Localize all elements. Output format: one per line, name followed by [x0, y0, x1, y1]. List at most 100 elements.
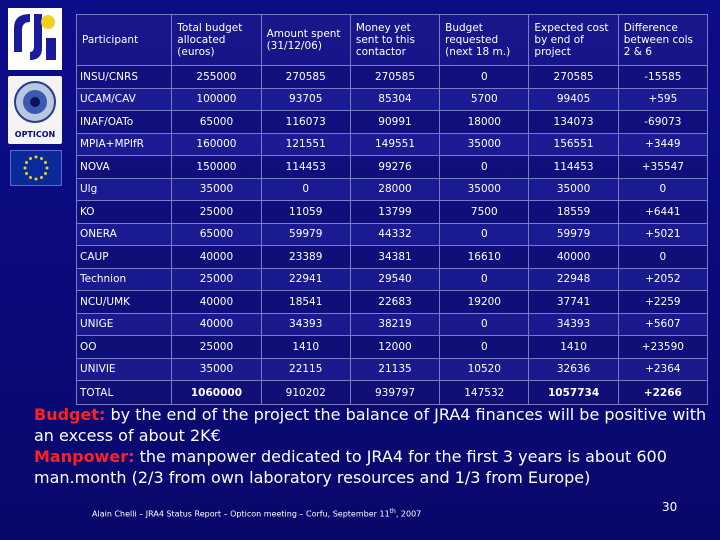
cell-participant: UCAM/CAV: [75, 87, 173, 111]
cell-participant: UNIVIE: [75, 357, 173, 381]
table-row: UNIGE 40000 34393 38219 0 34393 +5607: [75, 312, 709, 336]
cell-difference: -15585: [617, 65, 709, 89]
cell-budget-requested: 0: [439, 335, 530, 359]
cell-difference: +5021: [617, 222, 709, 246]
total-money-sent: 939797: [349, 380, 441, 405]
cell-expected-cost: 40000: [528, 245, 619, 269]
cell-expected-cost: 37741: [528, 290, 619, 314]
cell-money-sent: 149551: [349, 132, 441, 156]
total-difference: +2266: [617, 380, 709, 405]
footer-text-end: , 2007: [395, 509, 422, 519]
header-total-budget: Total budget allocated (euros): [171, 14, 262, 66]
table-row: UNIVIE 35000 22115 21135 10520 32636 +23…: [75, 357, 709, 381]
cell-expected-cost: 270585: [528, 65, 619, 89]
cell-amount-spent: 121551: [260, 132, 351, 156]
cell-money-sent: 22683: [349, 290, 441, 314]
header-row: Participant Total budget allocated (euro…: [75, 14, 709, 66]
cell-money-sent: 13799: [349, 200, 441, 224]
table-row: NCU/UMK 40000 18541 22683 19200 37741 +2…: [75, 290, 709, 314]
footer-text: Alain Chelli – JRA4 Status Report – Opti…: [92, 509, 390, 519]
cell-money-sent: 90991: [349, 110, 441, 134]
cell-amount-spent: 22115: [260, 357, 351, 381]
table-row: ONERA 65000 59979 44332 0 59979 +5021: [75, 222, 709, 246]
cell-money-sent: 21135: [349, 357, 441, 381]
budget-table: Participant Total budget allocated (euro…: [75, 14, 709, 405]
cell-money-sent: 28000: [349, 177, 441, 201]
institute-logo: [8, 8, 62, 70]
cell-budget-requested: 10520: [439, 357, 530, 381]
cell-budget-requested: 18000: [439, 110, 530, 134]
cell-participant: OO: [75, 335, 173, 359]
cell-difference: +2052: [617, 267, 709, 291]
total-row: TOTAL 1060000 910202 939797 147532 10577…: [75, 380, 709, 405]
manpower-text: the manpower dedicated to JRA4 for the f…: [34, 447, 667, 487]
cell-expected-cost: 32636: [528, 357, 619, 381]
header-difference: Difference between cols 2 & 6: [617, 14, 709, 66]
cell-difference: +595: [617, 87, 709, 111]
eu-stars-graphic: [23, 155, 49, 181]
cell-amount-spent: 0: [260, 177, 351, 201]
cell-total-budget: 40000: [171, 312, 262, 336]
cell-difference: 0: [617, 245, 709, 269]
cell-budget-requested: 16610: [439, 245, 530, 269]
cell-total-budget: 150000: [171, 155, 262, 179]
table-row: MPIA+MPIfR 160000 121551 149551 35000 15…: [75, 132, 709, 156]
cell-total-budget: 65000: [171, 110, 262, 134]
table-row: Technion 25000 22941 29540 0 22948 +2052: [75, 267, 709, 291]
cell-participant: NCU/UMK: [75, 290, 173, 314]
eu-flag: [10, 150, 62, 186]
cell-amount-spent: 22941: [260, 267, 351, 291]
cell-total-budget: 65000: [171, 222, 262, 246]
cell-difference: +23590: [617, 335, 709, 359]
header-expected-cost: Expected cost by end of project: [528, 14, 619, 66]
cell-difference: +35547: [617, 155, 709, 179]
cell-money-sent: 34381: [349, 245, 441, 269]
page-number: 30: [662, 500, 678, 514]
cell-participant: KO: [75, 200, 173, 224]
table-row: KO 25000 11059 13799 7500 18559 +6441: [75, 200, 709, 224]
cell-total-budget: 40000: [171, 245, 262, 269]
cell-budget-requested: 0: [439, 155, 530, 179]
cell-expected-cost: 156551: [528, 132, 619, 156]
logo-sidebar: OPTICON: [0, 0, 68, 200]
cell-participant: INSU/CNRS: [75, 65, 173, 89]
cell-money-sent: 12000: [349, 335, 441, 359]
table-row: INAF/OATo 65000 116073 90991 18000 13407…: [75, 110, 709, 134]
table-row: UCAM/CAV 100000 93705 85304 5700 99405 +…: [75, 87, 709, 111]
opticon-logo-graphic: [14, 81, 56, 123]
cell-amount-spent: 11059: [260, 200, 351, 224]
header-budget-requested: Budget requested (next 18 m.): [439, 14, 530, 66]
summary-text: Budget: by the end of the project the ba…: [34, 404, 710, 488]
cell-budget-requested: 5700: [439, 87, 530, 111]
header-amount-spent: Amount spent (31/12/06): [260, 14, 351, 66]
cell-expected-cost: 134073: [528, 110, 619, 134]
footer: Alain Chelli – JRA4 Status Report – Opti…: [92, 508, 421, 519]
cell-amount-spent: 18541: [260, 290, 351, 314]
cell-total-budget: 35000: [171, 357, 262, 381]
cell-budget-requested: 7500: [439, 200, 530, 224]
cell-money-sent: 44332: [349, 222, 441, 246]
cell-expected-cost: 35000: [528, 177, 619, 201]
cell-participant: UNIGE: [75, 312, 173, 336]
table-row: INSU/CNRS 255000 270585 270585 0 270585 …: [75, 65, 709, 89]
budget-text: by the end of the project the balance of…: [34, 405, 707, 445]
cell-budget-requested: 0: [439, 312, 530, 336]
opticon-logo: OPTICON: [8, 76, 62, 144]
opticon-logo-label: OPTICON: [14, 130, 56, 139]
cell-total-budget: 160000: [171, 132, 262, 156]
cell-difference: +2364: [617, 357, 709, 381]
cell-difference: 0: [617, 177, 709, 201]
header-money-sent: Money yet sent to this contactor: [349, 14, 441, 66]
cell-amount-spent: 1410: [260, 335, 351, 359]
cell-participant: CAUP: [75, 245, 173, 269]
cell-total-budget: 40000: [171, 290, 262, 314]
cell-money-sent: 270585: [349, 65, 441, 89]
cell-budget-requested: 0: [439, 222, 530, 246]
cell-amount-spent: 270585: [260, 65, 351, 89]
cell-difference: +3449: [617, 132, 709, 156]
total-budget-requested: 147532: [439, 380, 530, 405]
cell-difference: +6441: [617, 200, 709, 224]
cell-total-budget: 25000: [171, 335, 262, 359]
cell-total-budget: 25000: [171, 200, 262, 224]
cell-money-sent: 99276: [349, 155, 441, 179]
